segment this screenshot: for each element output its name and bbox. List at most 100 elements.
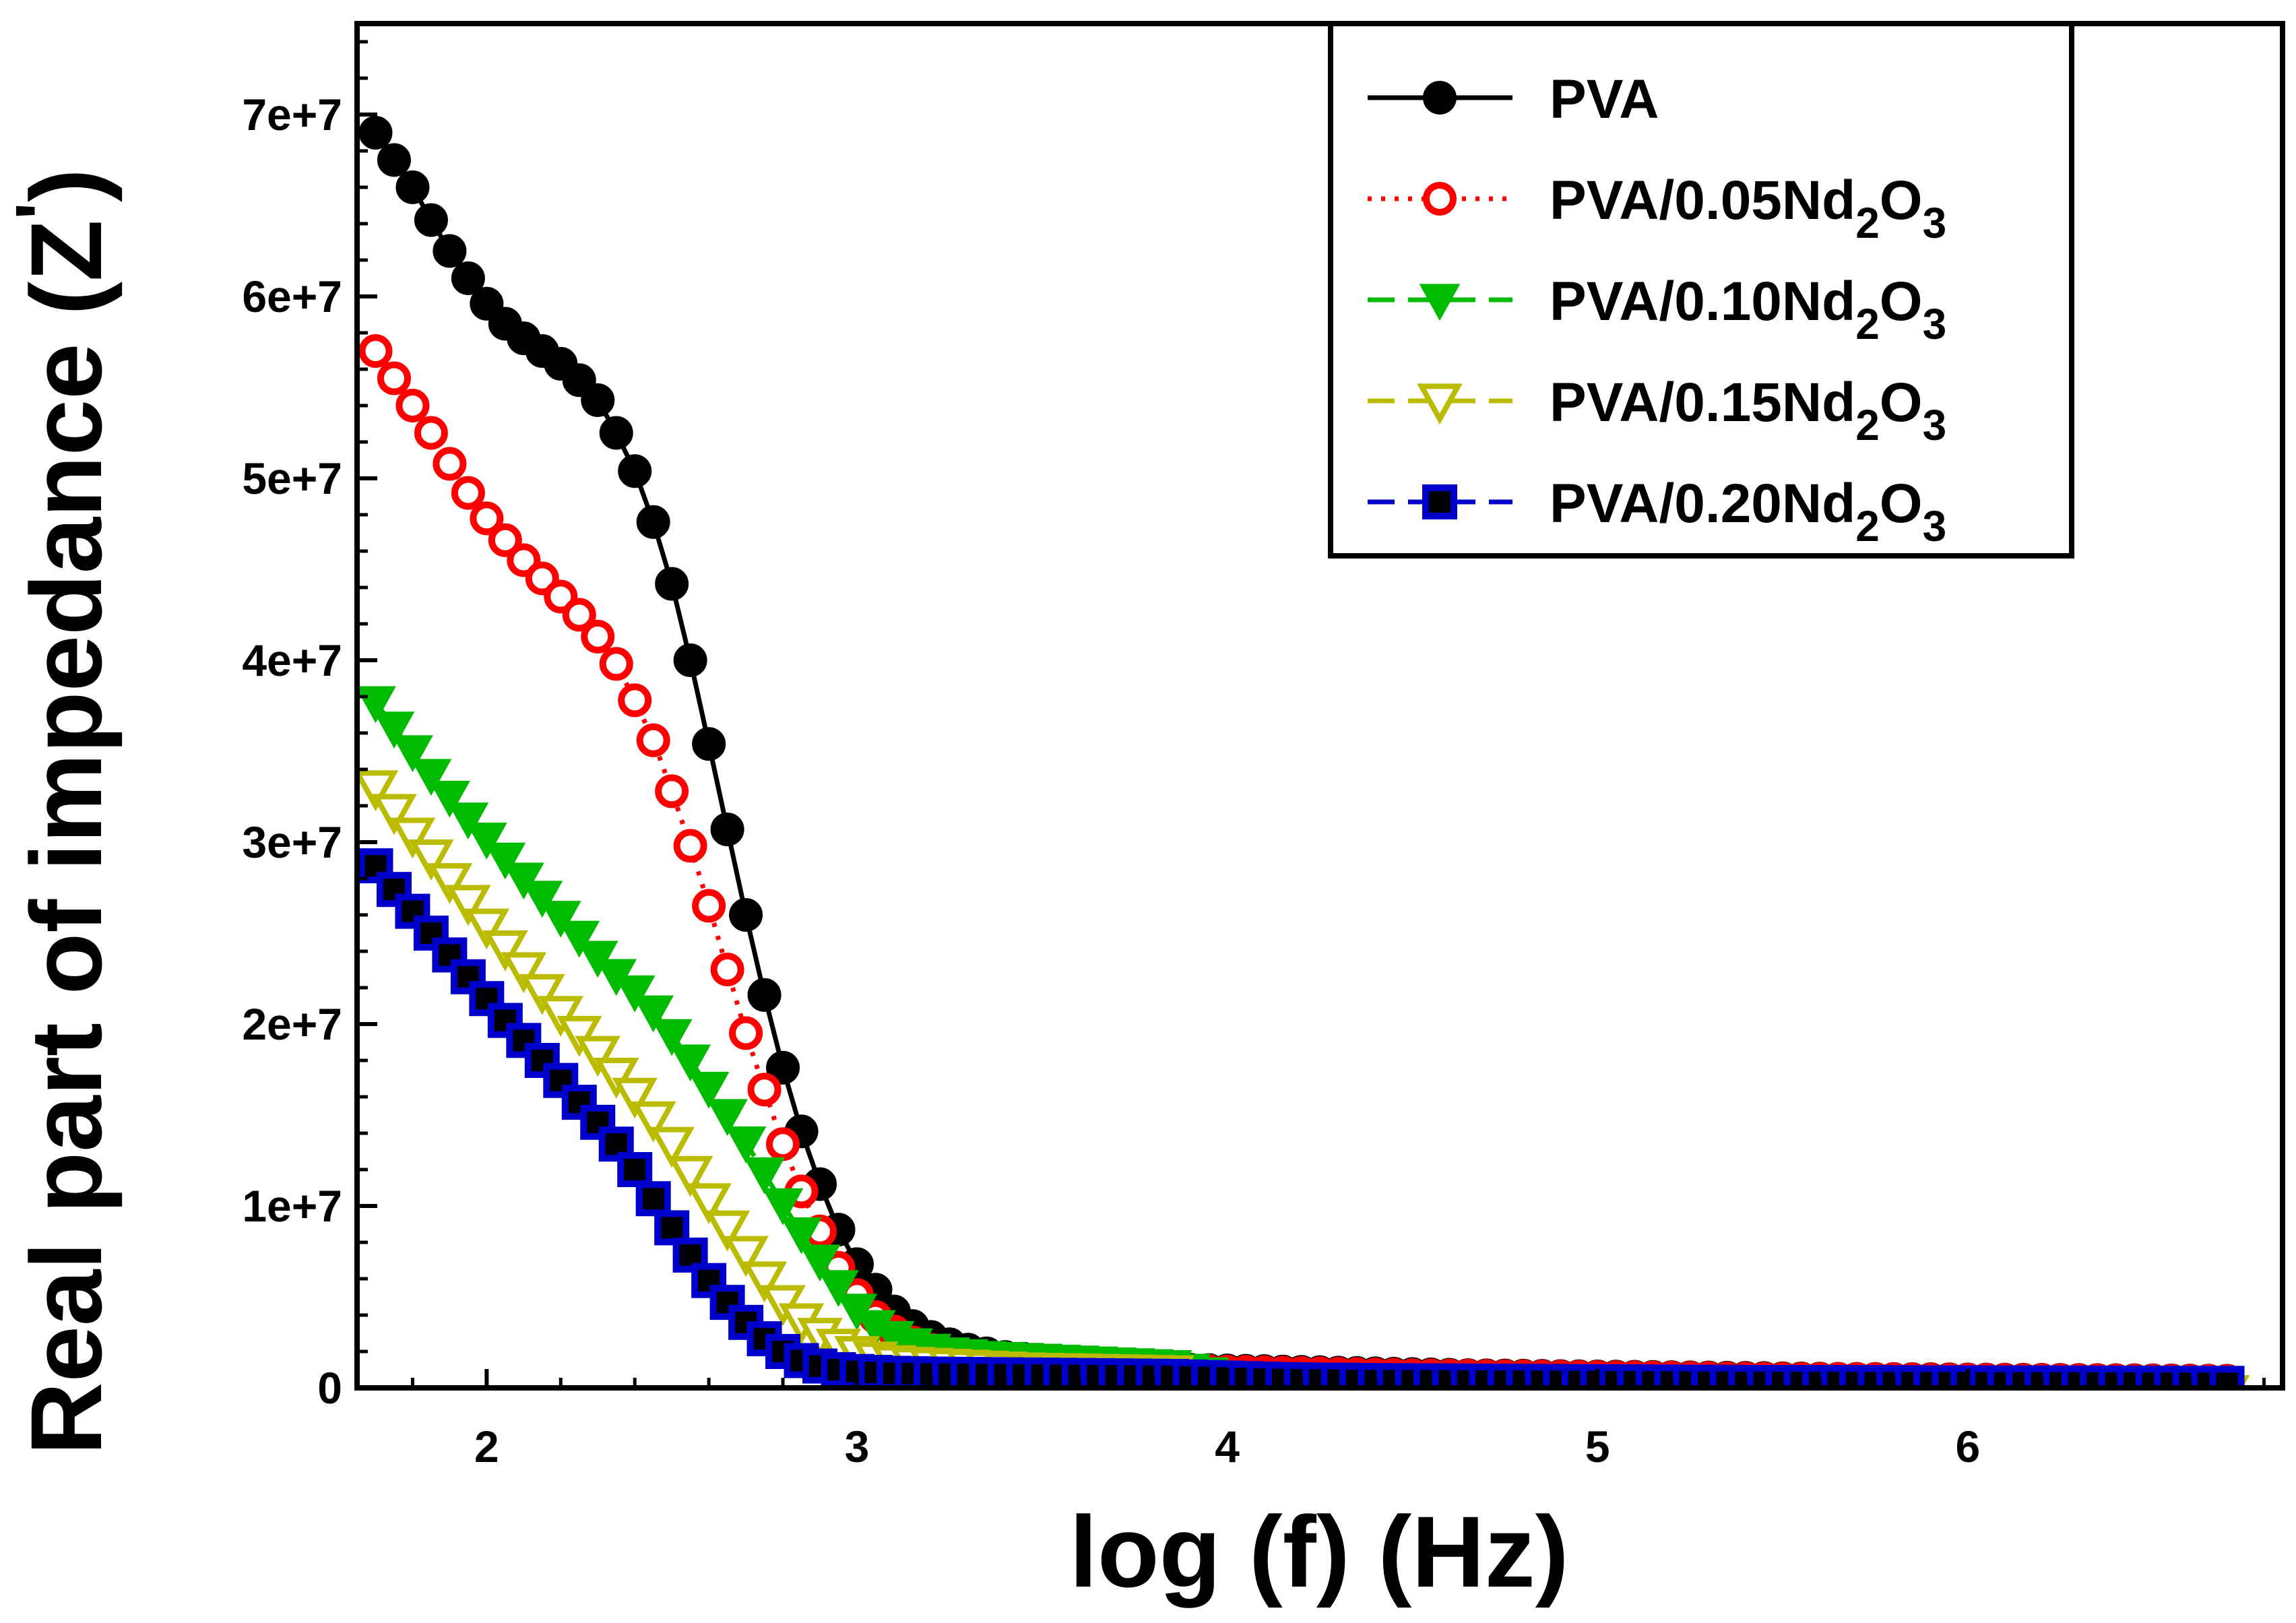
data-point: [599, 647, 633, 681]
series-PVA/0.15Nd2O3: [357, 770, 2250, 1388]
data-point: [561, 1085, 597, 1120]
y-tick-label: 2e+7: [242, 999, 342, 1049]
legend-item: PVA: [1368, 69, 1659, 130]
y-tick-label: 6e+7: [242, 272, 342, 321]
x-tick-label: 6: [1955, 1422, 1980, 1471]
data-point: [710, 953, 744, 986]
data-point: [649, 1126, 695, 1168]
data-point: [577, 941, 618, 978]
data-point: [484, 842, 526, 880]
data-point: [741, 1261, 788, 1303]
data-point: [766, 1127, 800, 1161]
data-point: [691, 1263, 727, 1298]
data-point: [762, 1188, 804, 1226]
y-tick-label: 3e+7: [242, 817, 342, 867]
data-point: [667, 1155, 713, 1197]
data-point: [581, 383, 615, 417]
data-point: [371, 794, 417, 835]
data-point: [670, 1044, 711, 1082]
data-point: [688, 1071, 730, 1109]
legend-item: PVA/0.10Nd2O3: [1368, 271, 1946, 348]
data-point: [1422, 484, 1457, 519]
y-axis-title-group: Real part of impedance (Z'): [1, 168, 123, 1455]
data-point: [593, 1058, 639, 1099]
data-point: [723, 1236, 769, 1277]
data-point: [413, 916, 449, 951]
data-point: [2209, 1366, 2245, 1388]
data-point: [781, 1217, 822, 1254]
data-point: [433, 234, 467, 268]
y-tick-label: 0: [317, 1363, 342, 1413]
data-point: [358, 116, 393, 150]
data-point: [633, 995, 674, 1033]
data-point: [655, 567, 689, 601]
legend-item: PVA/0.20Nd2O3: [1368, 473, 1946, 550]
data-point: [654, 1210, 690, 1246]
data-point: [729, 898, 763, 932]
data-point: [470, 501, 504, 536]
data-point: [1423, 81, 1457, 115]
legend-label: PVA: [1550, 69, 1659, 130]
data-point: [503, 862, 544, 900]
data-point: [636, 505, 670, 539]
data-point: [466, 823, 507, 860]
data-point: [686, 1183, 732, 1225]
data-point: [673, 829, 707, 863]
data-point: [673, 643, 707, 677]
series-line: [373, 701, 1297, 1388]
data-point: [395, 170, 430, 204]
data-point: [433, 447, 467, 481]
data-point: [630, 1101, 676, 1143]
data-point: [445, 885, 491, 926]
data-point: [556, 1015, 602, 1057]
data-point: [395, 893, 430, 929]
y-axis-title-text: Real part of impedance: [9, 343, 123, 1455]
plot-frame: [354, 21, 2285, 1391]
x-axis-title: log (f) (Hz): [1069, 1495, 1568, 1608]
data-point: [358, 334, 393, 368]
data-point: [636, 723, 670, 757]
data-point: [451, 261, 485, 295]
y-tick-label: 1e+7: [242, 1181, 342, 1231]
data-point: [725, 1126, 767, 1164]
data-point: [464, 908, 510, 950]
data-point: [651, 1019, 693, 1056]
data-point: [429, 780, 470, 818]
data-point: [729, 1016, 763, 1050]
x-tick-label: 4: [1215, 1422, 1240, 1471]
data-point: [538, 996, 584, 1038]
data-point: [410, 759, 452, 796]
data-point: [426, 863, 473, 904]
data-point: [519, 974, 565, 1015]
y-tick-label: 4e+7: [242, 635, 342, 685]
data-point: [487, 1003, 523, 1038]
data-point: [559, 920, 600, 958]
data-point: [747, 978, 782, 1012]
data-point: [540, 901, 581, 938]
y-tick-label: 5e+7: [242, 453, 342, 503]
data-point: [1423, 182, 1457, 216]
data-point: [744, 1157, 785, 1195]
data-point: [389, 817, 436, 859]
data-point: [408, 839, 454, 881]
data-point: [707, 1099, 748, 1137]
y-axis-title-symbol: Z: [9, 220, 123, 282]
data-point: [799, 1244, 841, 1282]
data-point: [618, 683, 652, 718]
data-point: [692, 727, 726, 761]
data-point: [599, 416, 633, 450]
x-tick-label: 5: [1585, 1422, 1610, 1471]
data-point: [612, 1077, 658, 1119]
data-point: [766, 1050, 800, 1085]
data-point: [618, 454, 652, 488]
x-tick-label: 2: [474, 1422, 499, 1471]
data-point: [818, 1270, 859, 1307]
series-PVA/0.20Nd2O3: [358, 848, 2245, 1388]
data-point: [506, 1023, 542, 1058]
y-tick-label: 7e+7: [242, 90, 342, 139]
data-point: [710, 813, 744, 847]
data-point: [373, 711, 415, 749]
data-point: [1419, 284, 1461, 321]
